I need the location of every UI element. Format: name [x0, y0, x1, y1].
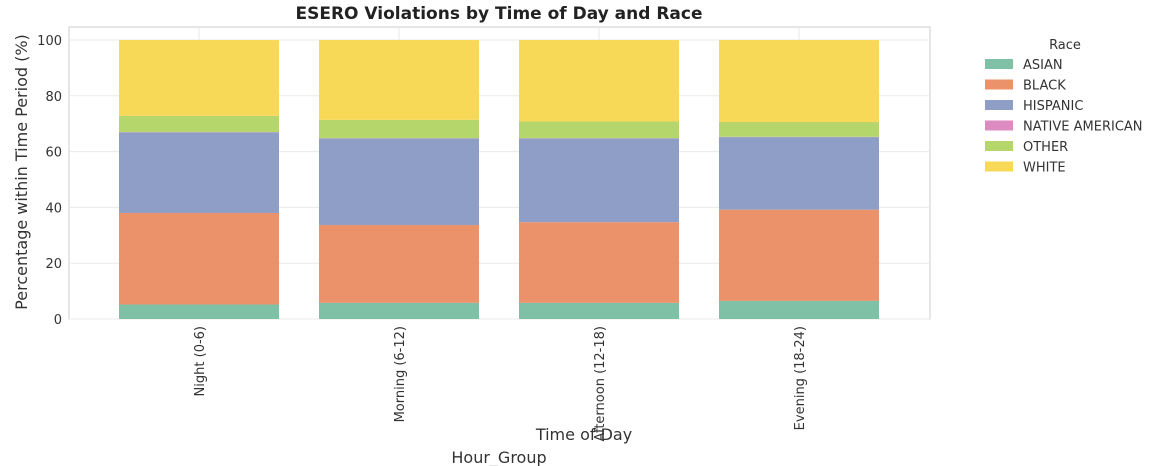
bar-asian-0	[119, 304, 279, 319]
legend-title: Race	[1049, 38, 1081, 53]
x-tick-label-1: Morning (6-12)	[393, 326, 408, 422]
x-axis-label-secondary: Hour_Group	[451, 448, 546, 466]
bar-white-0	[119, 40, 279, 116]
bar-hispanic-1	[319, 138, 479, 225]
legend-label-hispanic: HISPANIC	[1023, 99, 1083, 114]
bar-black-2	[519, 222, 679, 303]
legend-swatch-white	[985, 161, 1013, 172]
y-tick-label-4: 80	[45, 90, 62, 105]
bar-black-3	[719, 209, 879, 301]
legend-swatch-native-american	[985, 120, 1013, 131]
y-axis-label: Percentage within Time Period (%)	[12, 34, 31, 310]
y-tick-labels: 0 20 40 60 80 100	[37, 34, 62, 328]
bar-white-3	[719, 40, 879, 123]
bar-other-1	[319, 119, 479, 139]
y-tick-label-2: 40	[45, 201, 62, 216]
bar-other-2	[519, 121, 679, 139]
bar-hispanic-3	[719, 137, 879, 210]
bar-black-0	[119, 212, 279, 305]
bar-hispanic-0	[119, 132, 279, 213]
legend-swatch-black	[985, 79, 1013, 90]
y-tick-label-1: 20	[45, 257, 62, 272]
bar-hispanic-2	[519, 138, 679, 223]
chart-title: ESERO Violations by Time of Day and Race	[295, 4, 702, 24]
legend-label-asian: ASIAN	[1023, 58, 1063, 73]
bars	[119, 40, 879, 319]
legend-label-white: WHITE	[1023, 161, 1066, 176]
x-tick-label-2: Afternoon (12-18)	[593, 326, 608, 441]
legend-label-other: OTHER	[1023, 140, 1068, 155]
legend-label-native-american: NATIVE AMERICAN	[1023, 120, 1143, 135]
bar-asian-1	[319, 302, 479, 319]
x-tick-label-0: Night (0-6)	[193, 326, 208, 396]
legend-swatch-hispanic	[985, 100, 1013, 110]
legend-swatch-other	[985, 141, 1013, 151]
bar-white-1	[319, 40, 479, 120]
bar-asian-2	[519, 302, 679, 319]
bar-other-0	[119, 115, 279, 133]
bar-asian-3	[719, 300, 879, 319]
y-tick-label-5: 100	[37, 34, 62, 49]
legend-swatch-asian	[985, 59, 1013, 69]
y-tick-label-0: 0	[54, 313, 62, 328]
y-tick-label-3: 60	[45, 146, 62, 161]
bar-other-3	[719, 122, 879, 137]
legend: Race ASIAN BLACK HISPANIC NATIVE AMERICAN OT…	[985, 38, 1143, 176]
x-tick-labels: Night (0-6) Morning (6-12) Afternoon (12-1…	[193, 326, 808, 441]
legend-label-black: BLACK	[1023, 79, 1066, 94]
bar-white-2	[519, 40, 679, 122]
x-tick-label-3: Evening (18-24)	[793, 326, 808, 430]
x-axis-label: Time of Day	[535, 425, 632, 444]
bar-black-1	[319, 224, 479, 303]
